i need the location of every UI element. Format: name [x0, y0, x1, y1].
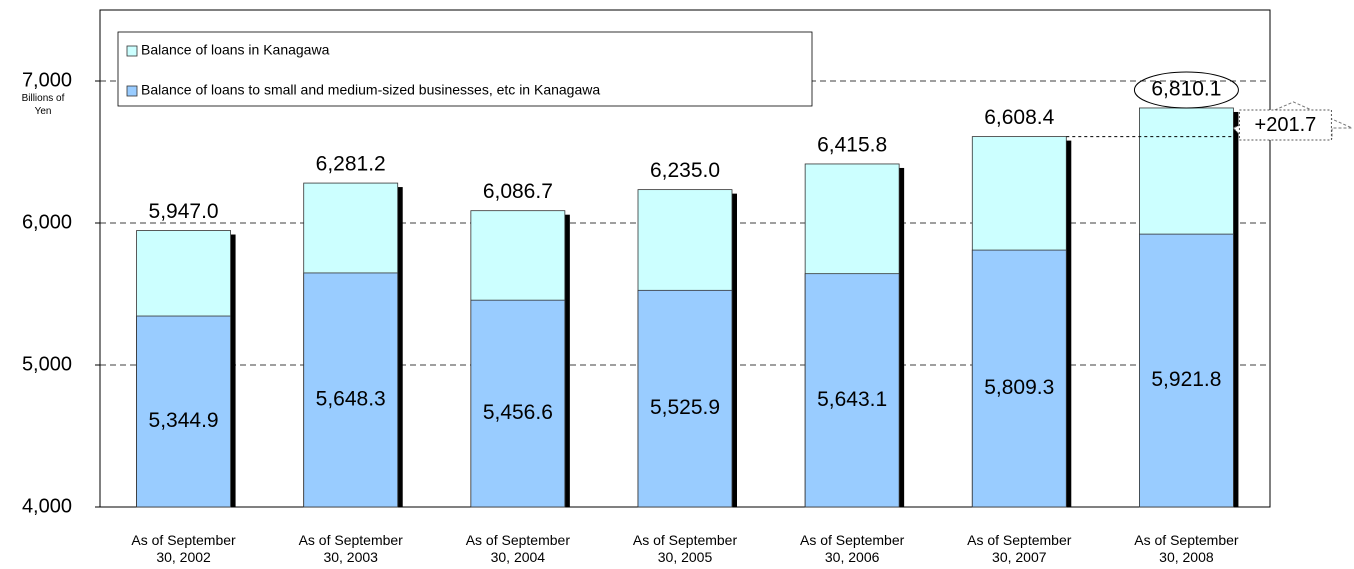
y-tick-label: 7,000 [22, 69, 72, 91]
value-label: 6,281.2 [316, 153, 386, 176]
x-tick-label: As of September 30, 2002 [131, 532, 236, 565]
x-tick-label: As of September 30, 2008 [1134, 532, 1239, 565]
y-unit-label: Billions of Yen [21, 93, 65, 117]
legend-swatch [126, 45, 138, 57]
value-label: 6,608.4 [984, 106, 1054, 129]
value-label: 6,086.7 [483, 180, 553, 203]
bar [136, 315, 231, 508]
highlight-ellipse [1133, 71, 1239, 109]
y-tick-label: 6,000 [22, 211, 72, 233]
bar [303, 272, 399, 508]
value-label: 6,415.8 [817, 134, 887, 157]
legend-label: Balance of loans in Kanagawa [141, 42, 330, 58]
bar [470, 299, 566, 508]
annotation-box [1238, 109, 1332, 141]
value-label: 5,809.3 [984, 376, 1054, 399]
legend-swatch [126, 85, 138, 97]
x-tick-label: As of September 30, 2007 [967, 532, 1072, 565]
value-label: 6,235.0 [650, 159, 720, 182]
value-label: 5,344.9 [149, 409, 219, 432]
value-label: 5,643.1 [817, 388, 887, 411]
bar [804, 273, 900, 508]
legend-box [117, 31, 813, 107]
value-label: 5,921.8 [1151, 368, 1221, 391]
y-tick-label: 5,000 [22, 353, 72, 375]
value-label: 5,648.3 [316, 388, 386, 411]
x-tick-label: As of September 30, 2003 [298, 532, 403, 565]
x-tick-label: As of September 30, 2004 [465, 532, 570, 565]
value-label: 5,947.0 [149, 200, 219, 223]
y-tick-label: 4,000 [22, 495, 72, 517]
value-label: 6,810.1 [1151, 78, 1221, 101]
value-label: 5,525.9 [650, 396, 720, 419]
legend-label: Balance of loans to small and medium-siz… [141, 82, 600, 98]
value-label: 5,456.6 [483, 401, 553, 424]
x-tick-label: As of September 30, 2005 [632, 532, 738, 565]
x-tick-label: As of September 30, 2006 [800, 532, 905, 565]
annotation: +201.7 [1255, 114, 1317, 136]
bar [1139, 233, 1234, 508]
bar [637, 289, 733, 508]
bar [971, 249, 1067, 508]
